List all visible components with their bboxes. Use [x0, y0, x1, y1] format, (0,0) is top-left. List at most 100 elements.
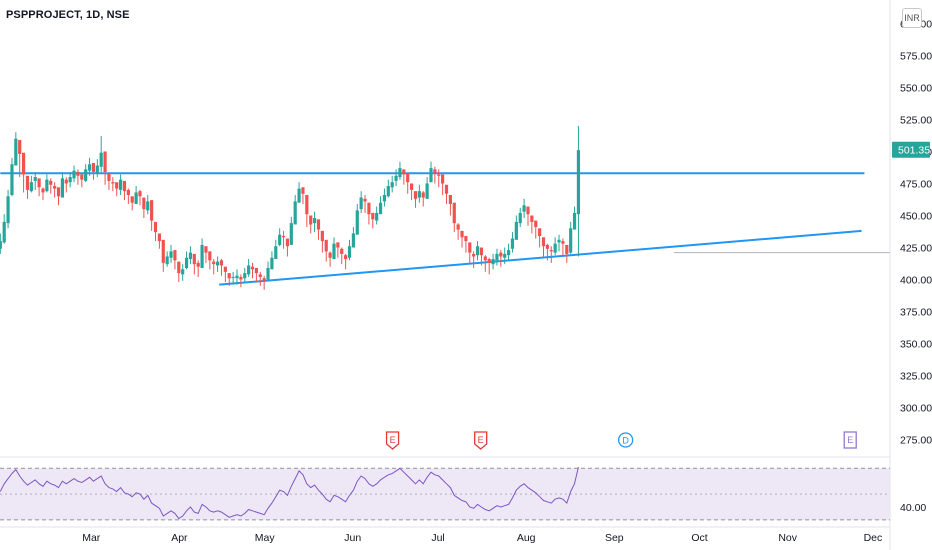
candle-body — [437, 174, 441, 176]
candle-body — [351, 233, 355, 248]
event-marker-earnings-future[interactable]: E — [843, 431, 857, 449]
candle — [506, 243, 511, 261]
candle — [0, 233, 2, 254]
candle — [549, 246, 553, 263]
candle — [398, 161, 402, 180]
candle — [153, 221, 158, 242]
candle-body — [309, 215, 313, 225]
candle — [270, 251, 274, 270]
candle-body — [336, 242, 340, 248]
candle-body — [2, 221, 6, 243]
candle — [363, 194, 367, 213]
candle-body — [375, 212, 379, 221]
candle-body — [91, 162, 96, 172]
candle — [324, 239, 328, 262]
candle — [247, 259, 251, 277]
candle — [460, 230, 464, 248]
candle — [522, 198, 526, 219]
candle — [394, 169, 398, 187]
price-tick-label: 325.00 — [900, 371, 932, 383]
candle-body — [223, 266, 227, 272]
candle-body — [441, 174, 445, 184]
candle-body — [553, 243, 557, 253]
time-tick-label: Sep — [605, 532, 624, 544]
last-price-badge: 501.35 — [892, 141, 930, 158]
candle-body — [359, 197, 363, 210]
candle-body — [130, 196, 134, 203]
candle — [33, 171, 37, 190]
currency-button[interactable]: INR — [902, 8, 922, 28]
candle-body — [433, 169, 437, 174]
candle-body — [281, 235, 286, 238]
candle — [219, 259, 224, 276]
candlestick-series — [0, 125, 581, 290]
candle — [518, 207, 522, 228]
candle — [91, 162, 96, 180]
candle-body — [103, 151, 107, 172]
time-tick-label: Aug — [517, 532, 536, 544]
time-tick-label: Mar — [82, 532, 101, 544]
candle-body — [394, 175, 398, 181]
candle-body — [169, 251, 173, 258]
candle-body — [274, 246, 278, 260]
candle — [122, 180, 127, 201]
candle — [142, 197, 146, 219]
candle-body — [386, 186, 390, 197]
candle — [487, 257, 491, 275]
candle — [266, 261, 270, 280]
candle — [212, 259, 216, 275]
candle-body — [49, 180, 53, 185]
event-label: E — [390, 435, 396, 445]
candle — [173, 250, 177, 270]
candle-body — [53, 186, 57, 189]
earnings-icon — [385, 431, 400, 450]
candle-body — [115, 182, 119, 189]
candle — [328, 251, 332, 267]
candle — [297, 182, 301, 203]
candle-body — [80, 174, 84, 180]
candle-body — [312, 218, 317, 224]
candle-body — [142, 197, 146, 210]
price-tick-label: 525.00 — [900, 114, 932, 126]
time-tick-label: May — [255, 532, 276, 544]
rsi-pane — [0, 466, 890, 521]
event-marker-earnings[interactable]: E — [385, 431, 400, 450]
candle-body — [347, 246, 352, 258]
candle — [503, 247, 507, 265]
candle-body — [328, 252, 332, 258]
candle — [18, 139, 22, 178]
candle — [196, 260, 200, 277]
candle-body — [398, 168, 402, 178]
candle — [208, 251, 212, 270]
candle — [402, 169, 406, 185]
candle-body — [243, 273, 247, 279]
candle-body — [557, 239, 561, 243]
price-tick-label: 575.00 — [900, 50, 932, 62]
candle — [188, 246, 193, 265]
candle-body — [122, 180, 127, 192]
candle — [491, 253, 495, 270]
candle-body — [406, 173, 410, 183]
candle — [437, 169, 441, 188]
event-marker-earnings[interactable]: E — [474, 431, 488, 450]
candle-body — [297, 188, 301, 203]
candle-body — [448, 194, 452, 204]
symbol-title: PSPPROJECT, 1D, NSE — [6, 9, 130, 21]
candle — [25, 175, 30, 199]
candle-body — [506, 250, 511, 256]
candle — [80, 173, 84, 188]
candle — [87, 157, 92, 176]
price-tick-label: 450.00 — [900, 210, 932, 222]
candle — [169, 244, 173, 263]
candle-body — [510, 238, 515, 249]
rsi-line — [0, 466, 579, 520]
candle-body — [95, 165, 99, 174]
candle-body — [204, 246, 208, 253]
candle-body — [41, 188, 45, 193]
candle-body — [320, 230, 324, 242]
candle-body — [278, 234, 282, 245]
event-marker-dividend[interactable]: D — [618, 432, 634, 448]
candle — [235, 269, 239, 285]
candle — [118, 174, 123, 195]
